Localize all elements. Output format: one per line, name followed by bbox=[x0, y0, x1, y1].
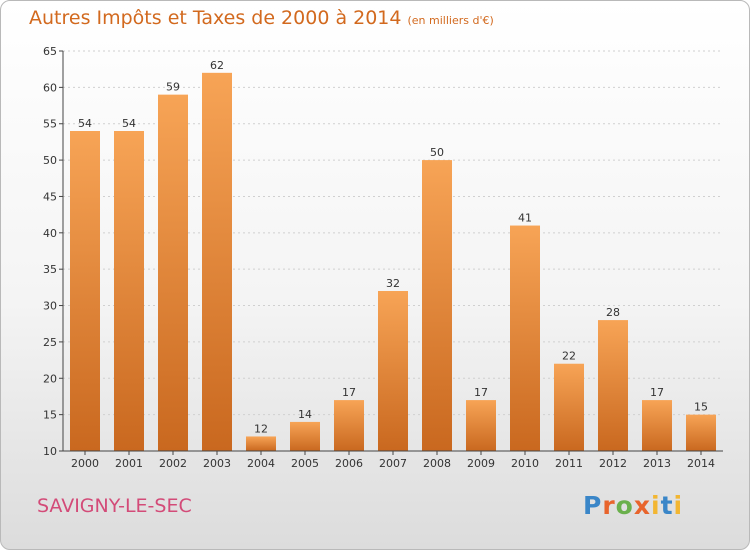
bar-2012 bbox=[598, 320, 628, 451]
x-tick-label: 2012 bbox=[599, 457, 627, 470]
bar-2004 bbox=[246, 436, 276, 451]
bars bbox=[70, 72, 716, 452]
value-label: 54 bbox=[78, 117, 92, 130]
value-label: 22 bbox=[562, 350, 576, 363]
y-tick-label: 30 bbox=[43, 300, 57, 313]
bar-2003 bbox=[202, 72, 232, 452]
x-tick-label: 2007 bbox=[379, 457, 407, 470]
logo-letter: P bbox=[583, 491, 603, 520]
value-label: 59 bbox=[166, 81, 180, 94]
chart-title-text: Autres Impôts et Taxes de 2000 à 2014 bbox=[29, 7, 402, 29]
y-tick-label: 10 bbox=[43, 445, 57, 458]
logo-letter: r bbox=[602, 491, 616, 520]
value-label: 17 bbox=[474, 386, 488, 399]
bar-2008 bbox=[422, 160, 452, 451]
bar-2014 bbox=[686, 414, 716, 451]
x-tick-label: 2005 bbox=[291, 457, 319, 470]
bar-2005 bbox=[290, 421, 320, 451]
value-label: 14 bbox=[298, 408, 312, 421]
y-tick-label: 20 bbox=[43, 372, 57, 385]
value-label: 50 bbox=[430, 146, 444, 159]
value-label: 32 bbox=[386, 277, 400, 290]
y-tick-label: 50 bbox=[43, 154, 57, 167]
y-tick-label: 40 bbox=[43, 227, 57, 240]
value-labels: 54 54 59 62 12 14 17 32 50 17 41 22 28 17 15 bbox=[78, 59, 708, 436]
x-tick-label: 2002 bbox=[159, 457, 187, 470]
value-label: 12 bbox=[254, 422, 268, 435]
value-label: 17 bbox=[650, 386, 664, 399]
value-label: 41 bbox=[518, 212, 532, 225]
bar-2000 bbox=[70, 131, 100, 451]
logo-letter: i bbox=[673, 491, 684, 520]
bar-2013 bbox=[642, 400, 672, 451]
x-tick-label: 2003 bbox=[203, 457, 231, 470]
axes: 10 15 20 25 30 35 40 45 50 55 60 65 2000 2001 2002 2003… bbox=[43, 45, 723, 470]
x-tick-label: 2004 bbox=[247, 457, 275, 470]
y-tick-label: 55 bbox=[43, 118, 57, 131]
y-tick-label: 65 bbox=[43, 45, 57, 58]
logo-letter: i bbox=[651, 491, 661, 520]
x-tick-label: 2013 bbox=[643, 457, 671, 470]
y-tick-label: 60 bbox=[43, 81, 57, 94]
bar-2006 bbox=[334, 400, 364, 451]
y-tick-label: 25 bbox=[43, 336, 57, 349]
chart-title: Autres Impôts et Taxes de 2000 à 2014 (en… bbox=[29, 7, 494, 29]
bar-2011 bbox=[554, 363, 584, 451]
y-tick-label: 15 bbox=[43, 409, 57, 422]
x-tick-label: 2011 bbox=[555, 457, 583, 470]
proxiti-logo: Proxiti bbox=[583, 491, 683, 520]
x-tick-label: 2009 bbox=[467, 457, 495, 470]
unit-note: (en milliers d'€) bbox=[407, 14, 494, 27]
value-label: 17 bbox=[342, 386, 356, 399]
value-label: 54 bbox=[122, 117, 136, 130]
commune-name: SAVIGNY-LE-SEC bbox=[37, 495, 192, 517]
value-label: 28 bbox=[606, 306, 620, 319]
value-label: 15 bbox=[694, 401, 708, 414]
logo-letter: x bbox=[633, 491, 651, 520]
bar-2001 bbox=[114, 131, 144, 451]
bar-2002 bbox=[158, 94, 188, 452]
x-tick-label: 2000 bbox=[71, 457, 99, 470]
x-tick-label: 2008 bbox=[423, 457, 451, 470]
value-label: 62 bbox=[210, 59, 224, 72]
x-tick-label: 2001 bbox=[115, 457, 143, 470]
x-tick-label: 2010 bbox=[511, 457, 539, 470]
y-tick-label: 35 bbox=[43, 263, 57, 276]
x-tick-label: 2006 bbox=[335, 457, 363, 470]
x-tick-label: 2014 bbox=[687, 457, 715, 470]
y-tick-label: 45 bbox=[43, 190, 57, 203]
bar-2009 bbox=[466, 400, 496, 451]
bar-2010 bbox=[510, 225, 540, 451]
logo-letter: o bbox=[615, 491, 634, 520]
bar-2007 bbox=[378, 291, 408, 451]
logo-letter: t bbox=[660, 491, 674, 520]
